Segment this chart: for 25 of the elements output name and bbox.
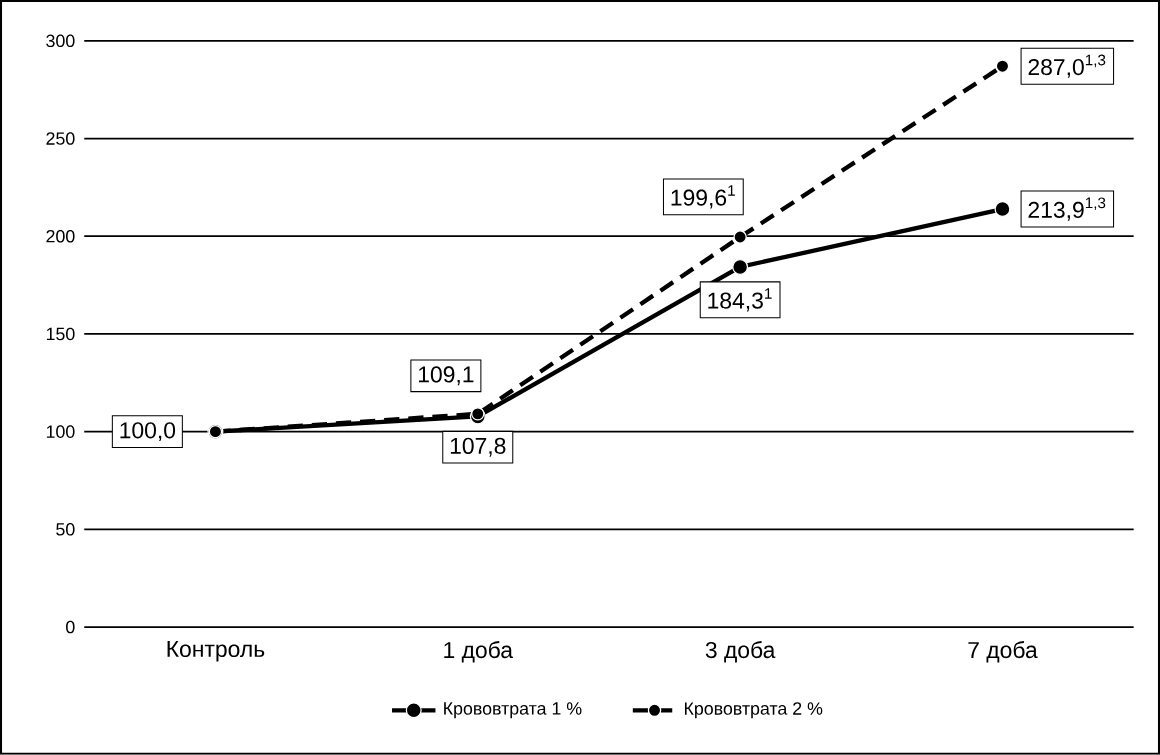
y-tick-label: 0 (66, 620, 75, 634)
point (471, 407, 485, 421)
data-label: 109,1 (419, 366, 474, 386)
data-label: 213,9$^{1,3}$ (1028, 197, 1106, 221)
point (733, 230, 747, 244)
data-label: 184,3$^{1}$ (708, 288, 772, 312)
x-tick-label: 1 доба (444, 641, 514, 663)
x-tick-label: Контроль (167, 641, 265, 662)
point (732, 259, 749, 276)
y-tick-label: 250 (46, 132, 75, 145)
x-tick-label: 7 доба (968, 641, 1038, 663)
data-label: 100,0 (120, 422, 176, 442)
y-tick-label: 300 (46, 34, 75, 48)
data-label: 199,6$^{1}$ (671, 185, 735, 209)
point (995, 59, 1010, 74)
data-label: 107,8 (450, 437, 506, 457)
point (994, 201, 1011, 218)
legend-label: Крововтрата 2 % (684, 702, 823, 719)
y-tick-label: 150 (46, 327, 75, 341)
data-label: 287,0$^{1,3}$ (1028, 54, 1106, 78)
y-tick-label: 100 (46, 425, 75, 439)
y-tick-label: 50 (56, 523, 75, 536)
x-tick-label: 3 доба (705, 641, 776, 663)
legend-label: Крововтрата 1 % (444, 702, 582, 719)
y-tick-label: 200 (46, 230, 75, 243)
